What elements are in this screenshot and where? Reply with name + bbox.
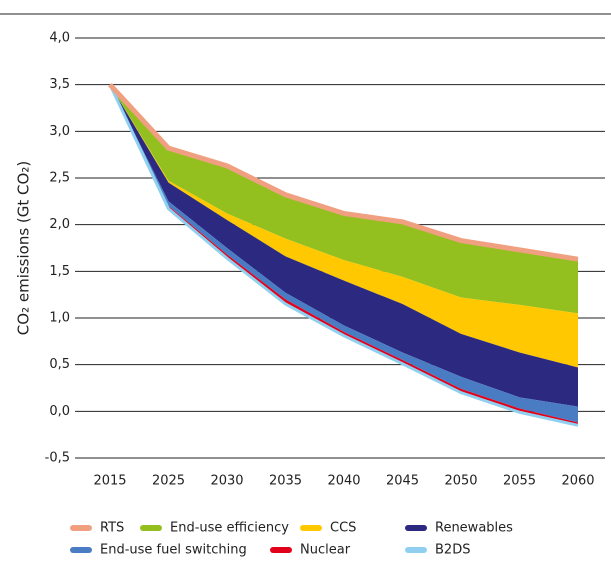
rts-line bbox=[108, 82, 579, 262]
y-tick-label: 0,5 bbox=[49, 357, 70, 372]
x-tick-label: 2055 bbox=[503, 474, 536, 489]
legend-swatch bbox=[140, 525, 162, 531]
y-tick-label: 3,0 bbox=[49, 124, 70, 139]
legend-swatch bbox=[300, 525, 322, 531]
x-tick-label: 2015 bbox=[93, 474, 126, 489]
y-tick-label: 1,0 bbox=[49, 311, 70, 326]
b2ds-line bbox=[108, 84, 579, 427]
x-tick-label: 2030 bbox=[210, 474, 243, 489]
legend-swatch bbox=[70, 547, 92, 553]
y-tick-label: 0,0 bbox=[49, 404, 70, 419]
wedge-area bbox=[110, 84, 578, 314]
wedge-area bbox=[110, 84, 578, 407]
y-axis-label: CO₂ emissions (Gt CO₂) bbox=[15, 161, 33, 335]
y-tick-label: 2,0 bbox=[49, 217, 70, 232]
y-tick-label: 3,5 bbox=[49, 77, 70, 92]
legend-label: Renewables bbox=[435, 521, 513, 536]
legend-label: End-use efficiency bbox=[170, 521, 289, 536]
x-tick-label: 2045 bbox=[386, 474, 419, 489]
legend-swatch bbox=[70, 525, 92, 531]
legend-swatch bbox=[405, 525, 427, 531]
x-tick-label: 2035 bbox=[269, 474, 302, 489]
y-tick-label: 1,5 bbox=[49, 264, 70, 279]
x-tick-label: 2040 bbox=[327, 474, 360, 489]
legend-label: RTS bbox=[100, 521, 124, 536]
legend-label: B2DS bbox=[435, 543, 470, 558]
legend-label: End-use fuel switching bbox=[100, 543, 247, 558]
wedge-area bbox=[110, 84, 578, 368]
x-tick-label: 2050 bbox=[444, 474, 477, 489]
legend-swatch bbox=[270, 547, 292, 553]
legend-label: CCS bbox=[330, 521, 356, 536]
x-tick-label: 2060 bbox=[561, 474, 594, 489]
legend-swatch bbox=[405, 547, 427, 553]
y-tick-label: 2,5 bbox=[49, 171, 70, 186]
y-tick-label: -0,5 bbox=[45, 451, 70, 466]
y-tick-label: 4,0 bbox=[49, 31, 70, 46]
legend-label: Nuclear bbox=[300, 543, 351, 558]
x-tick-label: 2025 bbox=[152, 474, 185, 489]
